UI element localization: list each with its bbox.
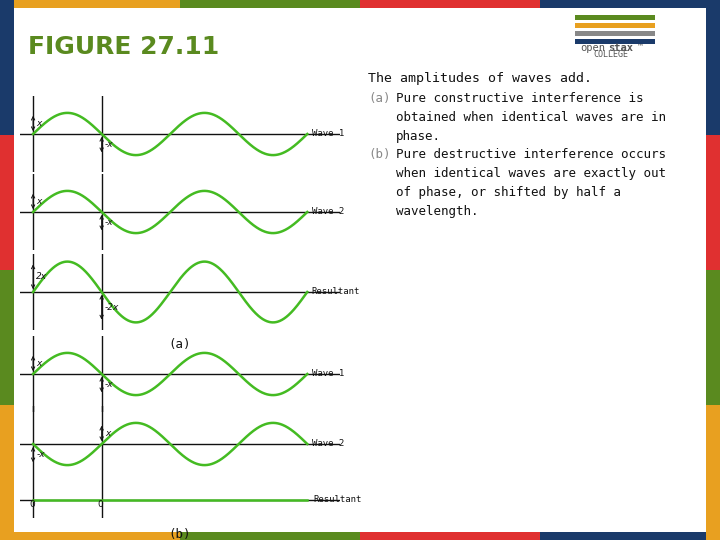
Text: x: x: [37, 197, 42, 206]
Bar: [706, 0, 720, 135]
Text: (b): (b): [168, 528, 192, 540]
Text: The amplitudes of waves add.: The amplitudes of waves add.: [368, 72, 592, 85]
Bar: [540, 0, 720, 8]
Bar: [360, 0, 540, 8]
Text: Pure destructive interference occurs
when identical waves are exactly out
of pha: Pure destructive interference occurs whe…: [396, 148, 666, 218]
Bar: [706, 270, 720, 405]
Text: x: x: [37, 359, 42, 368]
Text: ™: ™: [637, 43, 644, 49]
Text: x: x: [105, 429, 110, 438]
Bar: [575, 31, 655, 36]
Text: -x: -x: [105, 140, 114, 149]
Text: stax: stax: [608, 43, 633, 53]
Text: Wave 1: Wave 1: [312, 130, 344, 138]
Bar: [0, 0, 180, 8]
Text: (a): (a): [368, 92, 390, 105]
Text: -x: -x: [37, 450, 45, 459]
Bar: [180, 0, 360, 8]
Text: Resultant: Resultant: [314, 496, 362, 504]
Bar: [706, 135, 720, 270]
Bar: [0, 0, 14, 135]
Text: COLLEGE: COLLEGE: [593, 50, 628, 59]
Text: open: open: [580, 43, 605, 53]
Bar: [575, 23, 655, 28]
Bar: [180, 532, 360, 540]
Text: (a): (a): [168, 338, 192, 351]
Text: (b): (b): [368, 148, 390, 161]
Text: -2x: -2x: [104, 303, 119, 312]
Text: x: x: [37, 119, 42, 128]
Text: Resultant: Resultant: [312, 287, 360, 296]
Bar: [540, 532, 720, 540]
Text: 0: 0: [29, 500, 35, 509]
Bar: [0, 270, 14, 405]
Text: Wave 2: Wave 2: [312, 440, 344, 449]
Bar: [0, 532, 180, 540]
Bar: [360, 532, 540, 540]
Bar: [0, 135, 14, 270]
Bar: [706, 405, 720, 540]
Text: 0: 0: [98, 500, 104, 509]
Bar: [0, 405, 14, 540]
Text: Pure constructive interference is
obtained when identical waves are in
phase.: Pure constructive interference is obtain…: [396, 92, 666, 143]
Text: -x: -x: [105, 380, 114, 389]
Bar: [575, 15, 655, 20]
Text: -x: -x: [105, 218, 114, 227]
Text: Wave 2: Wave 2: [312, 207, 344, 217]
Text: FIGURE 27.11: FIGURE 27.11: [28, 35, 220, 59]
Text: Wave 1: Wave 1: [312, 369, 344, 379]
Bar: [575, 39, 655, 44]
Text: 2x: 2x: [36, 272, 47, 281]
